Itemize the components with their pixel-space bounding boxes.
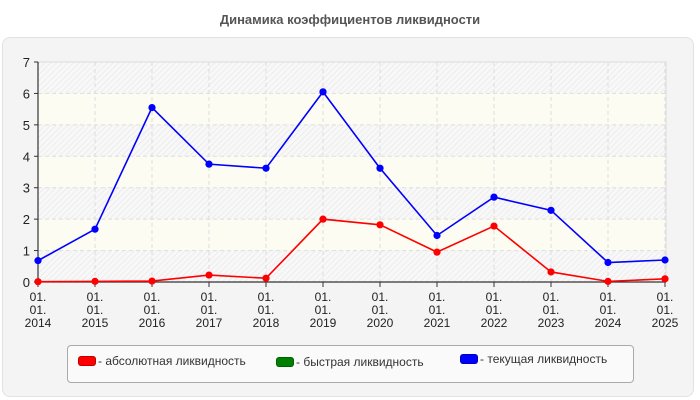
data-point[interactable] (604, 277, 612, 285)
data-point[interactable] (433, 231, 441, 240)
data-point[interactable] (319, 215, 327, 223)
data-point[interactable] (376, 221, 384, 229)
y-tick-label: 3 (23, 181, 30, 196)
x-tick-label: 01. (315, 290, 332, 304)
legend-label: - текущая ликвидность (480, 352, 608, 366)
y-tick-label: 5 (23, 118, 30, 133)
x-tick-label: 01. (600, 303, 617, 317)
legend-swatch-blue (460, 354, 478, 364)
data-point[interactable] (319, 88, 327, 96)
x-tick-label: 2024 (595, 316, 622, 330)
data-point[interactable] (205, 160, 213, 168)
data-point[interactable] (262, 164, 270, 172)
data-point[interactable] (490, 222, 498, 230)
x-tick-label: 01. (258, 303, 275, 317)
data-point[interactable] (661, 256, 669, 264)
x-tick-label: 2022 (481, 316, 508, 330)
data-point[interactable] (604, 258, 612, 267)
x-tick-label: 01. (87, 303, 104, 317)
x-tick-label: 01. (372, 303, 389, 317)
data-point[interactable] (376, 164, 384, 172)
x-tick-label: 01. (144, 290, 161, 304)
data-point[interactable] (547, 206, 555, 214)
x-tick-label: 01. (201, 303, 218, 317)
legend-swatch-red (78, 356, 96, 366)
data-point[interactable] (91, 225, 99, 233)
x-tick-label: 01. (543, 303, 560, 317)
x-tick-label: 01. (144, 303, 161, 317)
plot-band (38, 219, 666, 251)
plot-bands (38, 62, 666, 282)
legend-item-absolute[interactable]: - абсолютная ликвидность (78, 354, 246, 368)
chart-title: Динамика коэффициентов ликвидности (219, 12, 481, 27)
x-tick-label: 01. (486, 303, 503, 317)
x-tick-label: 01. (600, 290, 617, 304)
x-tick-label: 2025 (652, 316, 679, 330)
data-point[interactable] (661, 275, 669, 283)
data-point[interactable] (262, 274, 270, 282)
data-point[interactable] (34, 278, 42, 286)
plot-band (38, 156, 666, 188)
legend-item-current[interactable]: - текущая ликвидность (460, 352, 607, 366)
x-tick-label: 01. (486, 290, 503, 304)
x-tick-label: 01. (429, 303, 446, 317)
plot-band (38, 93, 666, 125)
y-axis-ticks: 0 1 2 3 4 5 6 7 (23, 55, 38, 290)
legend-item-quick[interactable]: - быстрая ликвидность (276, 355, 424, 369)
x-tick-label: 2015 (82, 316, 109, 330)
x-tick-label: 01. (372, 290, 389, 304)
legend-label: - быстрая ликвидность (296, 355, 424, 369)
data-point[interactable] (148, 277, 156, 285)
data-point[interactable] (34, 257, 42, 265)
data-series (34, 88, 669, 286)
data-point[interactable] (205, 271, 213, 279)
x-tick-label: 01. (657, 303, 674, 317)
x-tick-label: 01. (87, 290, 104, 304)
x-tick-label: 2017 (196, 316, 223, 330)
x-axis-ticks: 01.01.201401.01.201501.01.201601.01.2017… (25, 282, 679, 330)
x-tick-label: 2019 (310, 316, 337, 330)
series-line (37, 218, 666, 283)
plot-band (38, 250, 666, 282)
x-tick-label: 01. (429, 290, 446, 304)
x-tick-label: 01. (315, 303, 332, 317)
data-point[interactable] (433, 248, 441, 256)
x-tick-label: 2014 (25, 316, 52, 330)
x-tick-label: 2023 (538, 316, 565, 330)
plot-band (38, 187, 666, 220)
y-tick-label: 4 (23, 149, 30, 164)
x-tick-label: 2016 (139, 316, 166, 330)
x-tick-label: 01. (30, 290, 47, 304)
series-line (37, 90, 666, 264)
plot-band (38, 62, 666, 94)
axes (37, 62, 666, 283)
x-tick-label: 2020 (367, 316, 394, 330)
x-tick-label: 01. (30, 303, 47, 317)
x-tick-label: 2018 (253, 316, 280, 330)
data-point[interactable] (490, 193, 498, 201)
y-tick-label: 7 (23, 55, 30, 70)
y-tick-label: 0 (23, 275, 30, 290)
y-tick-label: 6 (23, 86, 30, 101)
x-tick-label: 01. (258, 290, 275, 304)
y-tick-label: 2 (23, 212, 30, 227)
x-tick-label: 01. (543, 290, 560, 304)
legend-label: - абсолютная ликвидность (98, 354, 246, 368)
x-tick-label: 01. (657, 290, 674, 304)
data-point[interactable] (148, 103, 156, 112)
data-point[interactable] (547, 268, 555, 276)
legend: - абсолютная ликвидность - быстрая ликви… (67, 345, 634, 383)
x-tick-label: 01. (201, 290, 218, 304)
y-tick-label: 1 (23, 244, 30, 259)
x-tick-label: 2021 (424, 316, 451, 330)
data-point[interactable] (91, 277, 99, 285)
legend-swatch-green (276, 357, 294, 367)
